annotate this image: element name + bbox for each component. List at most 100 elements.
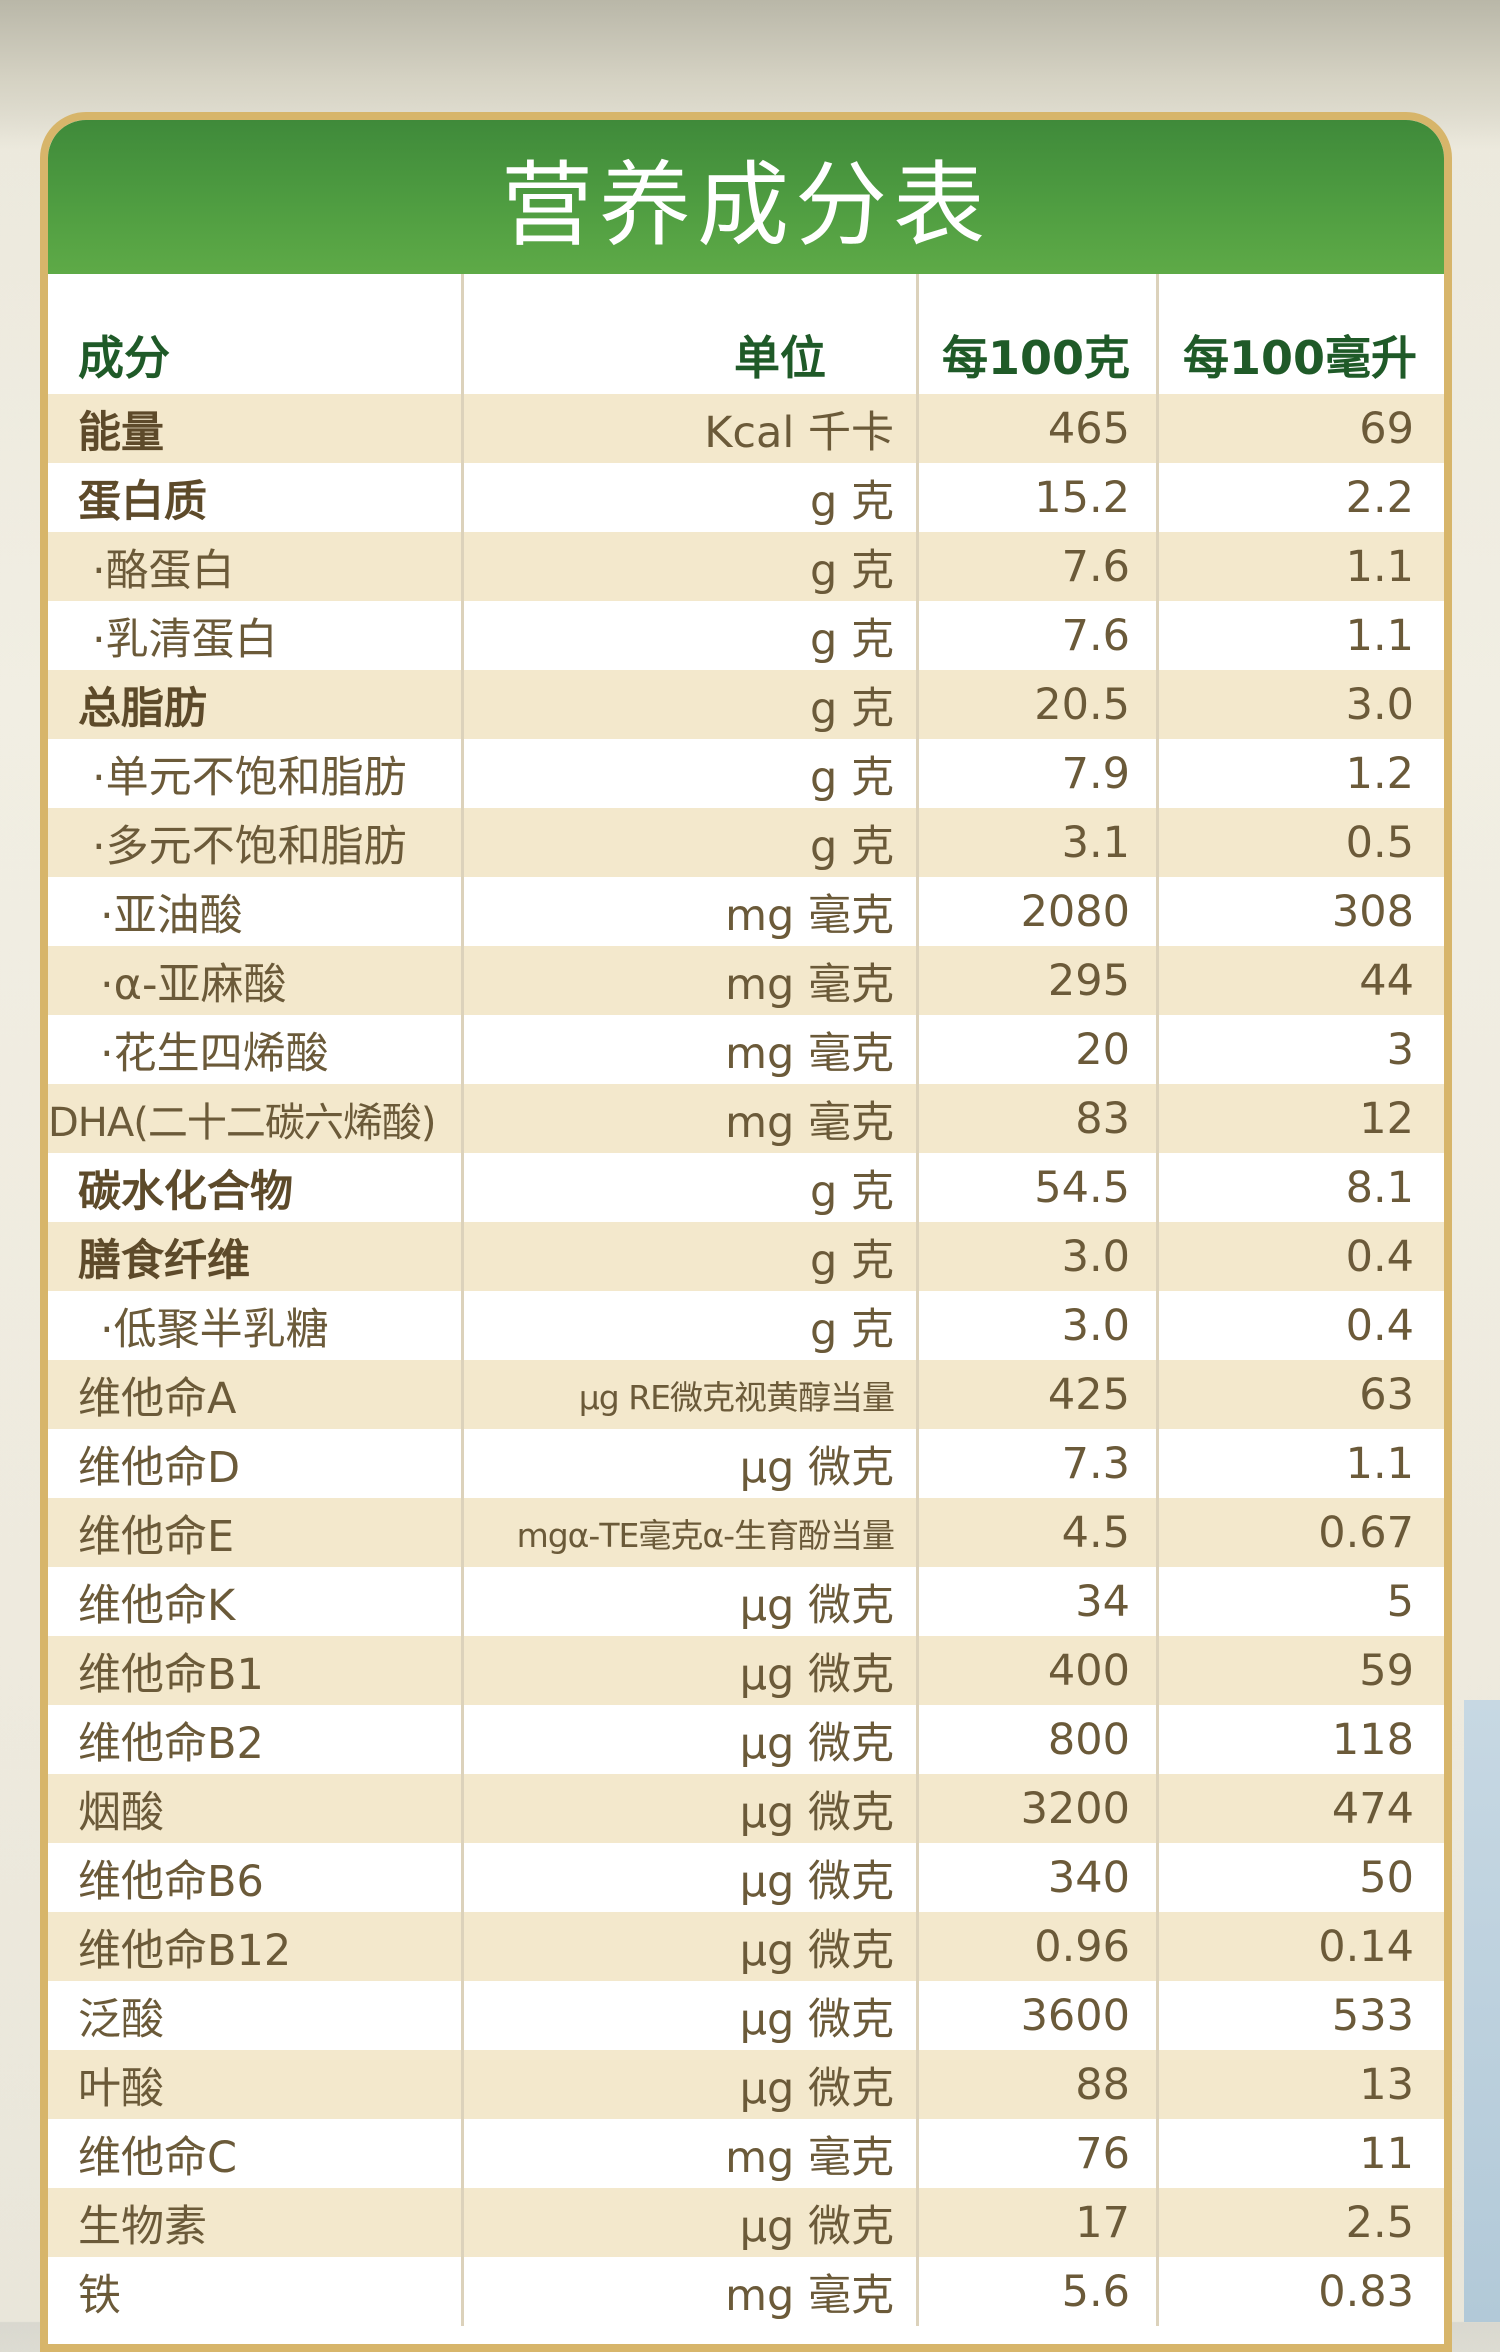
ingredient-name: ·低聚半乳糖 — [100, 1304, 329, 1355]
column-divider — [461, 274, 464, 2326]
table-row: ·多元不饱和脂肪 g 克 3.1 0.5 — [48, 808, 1444, 877]
per-100ml-cell: 1.1 — [1345, 1438, 1414, 1489]
ingredient-name: 维他命K — [78, 1580, 236, 1631]
per-100g-cell: 7.9 — [1061, 748, 1130, 799]
unit-cell: µg 微克 — [739, 1787, 894, 1838]
per-100g-cell: 20.5 — [1034, 679, 1130, 730]
unit-cell: µg 微克 — [739, 2063, 894, 2114]
ingredient-name: 维他命B2 — [78, 1718, 264, 1769]
unit-cell: g 克 — [810, 1304, 894, 1355]
per-100g-cell: 295 — [1047, 955, 1130, 1006]
ingredient-name: ·多元不饱和脂肪 — [92, 821, 407, 872]
ingredient-name: 膳食纤维 — [78, 1235, 250, 1286]
ingredient-name: 维他命D — [78, 1442, 241, 1493]
ingredient-name: 烟酸 — [78, 1787, 164, 1838]
card-header: 营养成分表 — [48, 120, 1444, 274]
unit-cell: g 克 — [810, 683, 894, 734]
unit-cell: g 克 — [810, 545, 894, 596]
unit-cell: µg 微克 — [739, 1856, 894, 1907]
table-row: 碳水化合物 g 克 54.5 8.1 — [48, 1153, 1444, 1222]
ingredient-name: 能量 — [78, 407, 164, 458]
unit-cell: Kcal 千卡 — [704, 407, 894, 458]
table-row: DHA(二十二碳六烯酸) mg 毫克 83 12 — [48, 1084, 1444, 1153]
ingredient-name: 泛酸 — [78, 1994, 164, 2045]
unit-cell: mgα-TE毫克α-生育酚当量 — [516, 1515, 895, 1555]
per-100ml-cell: 44 — [1359, 955, 1414, 1006]
ingredient-name: ·酪蛋白 — [92, 545, 235, 596]
page-title: 营养成分表 — [500, 151, 991, 259]
unit-cell: µg 微克 — [739, 2201, 894, 2252]
table-row: 叶酸 µg 微克 88 13 — [48, 2050, 1444, 2119]
per-100g-cell: 400 — [1047, 1645, 1130, 1696]
table-row: ·单元不饱和脂肪 g 克 7.9 1.2 — [48, 739, 1444, 808]
per-100ml-cell: 8.1 — [1345, 1162, 1414, 1213]
unit-cell: mg 毫克 — [725, 2270, 894, 2321]
column-divider — [1156, 274, 1159, 2326]
header-ingredient: 成分 — [78, 331, 170, 385]
per-100g-cell: 34 — [1075, 1576, 1130, 1627]
table-row: ·低聚半乳糖 g 克 3.0 0.4 — [48, 1291, 1444, 1360]
unit-cell: µg 微克 — [739, 1442, 894, 1493]
nutrition-card: 营养成分表 成分 单位 每100克 每100毫升 能量 Kcal 千卡 465 … — [40, 112, 1452, 2352]
per-100g-cell: 15.2 — [1034, 472, 1130, 523]
unit-cell: g 克 — [810, 821, 894, 872]
unit-cell: µg 微克 — [739, 1580, 894, 1631]
ingredient-name: ·花生四烯酸 — [100, 1028, 329, 1079]
per-100ml-cell: 12 — [1359, 1093, 1414, 1144]
per-100g-cell: 7.6 — [1061, 610, 1130, 661]
per-100g-cell: 4.5 — [1061, 1507, 1130, 1558]
per-100ml-cell: 1.2 — [1345, 748, 1414, 799]
header-per-100ml: 每100毫升 — [1182, 331, 1418, 385]
ingredient-name: ·亚油酸 — [100, 890, 243, 941]
unit-cell: µg 微克 — [739, 1649, 894, 1700]
unit-cell: µg 微克 — [739, 1925, 894, 1976]
table-row: 泛酸 µg 微克 3600 533 — [48, 1981, 1444, 2050]
table-row: 能量 Kcal 千卡 465 69 — [48, 394, 1444, 463]
table-row: ·花生四烯酸 mg 毫克 20 3 — [48, 1015, 1444, 1084]
table-row: 蛋白质 g 克 15.2 2.2 — [48, 463, 1444, 532]
table-row: 维他命A µg RE微克视黄醇当量 425 63 — [48, 1360, 1444, 1429]
per-100g-cell: 76 — [1075, 2128, 1130, 2179]
table-row: 烟酸 µg 微克 3200 474 — [48, 1774, 1444, 1843]
per-100g-cell: 425 — [1047, 1369, 1130, 1420]
table-row: 维他命D µg 微克 7.3 1.1 — [48, 1429, 1444, 1498]
per-100g-cell: 3600 — [1020, 1990, 1130, 2041]
ingredient-name: 总脂肪 — [78, 683, 207, 734]
per-100ml-cell: 63 — [1359, 1369, 1414, 1420]
per-100g-cell: 2080 — [1020, 886, 1130, 937]
background-side — [1464, 1700, 1500, 2322]
ingredient-name: 维他命B1 — [78, 1649, 264, 1700]
unit-cell: mg 毫克 — [725, 2132, 894, 2183]
ingredient-name: 碳水化合物 — [78, 1166, 293, 1217]
unit-cell: µg RE微克视黄醇当量 — [578, 1377, 895, 1417]
ingredient-name: 维他命E — [78, 1511, 235, 1562]
per-100g-cell: 800 — [1047, 1714, 1130, 1765]
per-100ml-cell: 50 — [1359, 1852, 1414, 1903]
per-100g-cell: 3.0 — [1061, 1300, 1130, 1351]
per-100ml-cell: 2.2 — [1345, 472, 1414, 523]
ingredient-name: ·单元不饱和脂肪 — [92, 752, 407, 803]
unit-cell: g 克 — [810, 614, 894, 665]
per-100g-cell: 465 — [1047, 403, 1130, 454]
unit-cell: µg 微克 — [739, 1718, 894, 1769]
ingredient-name: 维他命B12 — [78, 1925, 292, 1976]
per-100ml-cell: 0.83 — [1318, 2266, 1414, 2317]
unit-cell: g 克 — [810, 1235, 894, 1286]
table-row: 维他命B12 µg 微克 0.96 0.14 — [48, 1912, 1444, 1981]
ingredient-name: 维他命B6 — [78, 1856, 264, 1907]
table-row: ·亚油酸 mg 毫克 2080 308 — [48, 877, 1444, 946]
ingredient-name: 铁 — [78, 2270, 121, 2321]
table-row: ·乳清蛋白 g 克 7.6 1.1 — [48, 601, 1444, 670]
ingredient-name: 生物素 — [78, 2201, 207, 2252]
table-header-row: 成分 单位 每100克 每100毫升 — [48, 274, 1444, 394]
per-100ml-cell: 3 — [1386, 1024, 1414, 1075]
table-row: 维他命C mg 毫克 76 11 — [48, 2119, 1444, 2188]
unit-cell: mg 毫克 — [725, 959, 894, 1010]
per-100g-cell: 88 — [1075, 2059, 1130, 2110]
header-unit: 单位 — [734, 331, 826, 385]
table-row: ·α-亚麻酸 mg 毫克 295 44 — [48, 946, 1444, 1015]
nutrition-table: 成分 单位 每100克 每100毫升 能量 Kcal 千卡 465 69 蛋白质… — [48, 274, 1444, 2326]
per-100ml-cell: 13 — [1359, 2059, 1414, 2110]
per-100g-cell: 340 — [1047, 1852, 1130, 1903]
per-100g-cell: 17 — [1075, 2197, 1130, 2248]
